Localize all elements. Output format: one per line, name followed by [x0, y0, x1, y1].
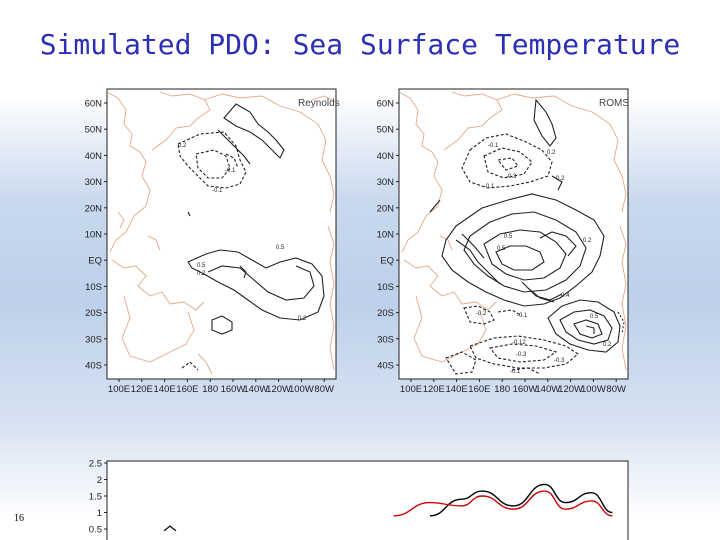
y-tick-label: 1 [97, 508, 102, 519]
reynolds-contours [177, 103, 325, 371]
lon-tick-label: 160W [221, 384, 246, 395]
roms-map-frame [398, 88, 629, 380]
lon-tick-label: 160W [513, 384, 538, 395]
slide-title: Simulated PDO: Sea Surface Temperature [39, 28, 681, 61]
series-line [393, 490, 613, 517]
reynolds-contour-label: -0.1 [212, 188, 223, 194]
lon-tick-label: 80W [314, 384, 334, 395]
reynolds-contour-labels: 0.2 -0.1 -0.1 0.5 0.5 0.2 0.2 [178, 143, 307, 322]
reynolds-contour-label: 0.2 [178, 143, 187, 149]
roms-contour-label: 0.5 [497, 246, 506, 252]
y-tick-label: 2 [97, 475, 102, 486]
lat-tick-label: 20S [377, 308, 394, 319]
roms-contour-label: 0.2 [603, 342, 612, 348]
reynolds-map-panel: 0.2 -0.1 -0.1 0.5 0.5 0.2 0.2 Reynolds 6… [85, 88, 340, 396]
roms-contour-label: 0.5 [590, 314, 599, 320]
lat-tick-label: EQ [88, 256, 102, 267]
roms-contour-label: -0.3 [516, 352, 527, 358]
lon-tick-label: 100W [581, 384, 606, 395]
lon-tick-label: 120E [131, 384, 153, 395]
roms-contour-label: -0.1 [517, 313, 528, 319]
roms-contours [429, 98, 625, 375]
roms-contour-label: 0.4 [561, 293, 570, 299]
reynolds-contour-label: 0.5 [276, 245, 285, 251]
roms-panel-label: ROMS [599, 98, 629, 109]
y-tick-label: 2.5 [89, 459, 102, 470]
roms-axis-ticks: 60N 50N 40N 30N 20N 10N EQ 10S 20S 30S 40S 100E 120E… [377, 99, 626, 396]
lon-tick-label: 160E [468, 384, 490, 395]
lat-tick-label: 10S [85, 282, 102, 293]
roms-contour-label: -0.3 [554, 358, 565, 364]
reynolds-contour-label: 0.2 [298, 316, 307, 322]
reynolds-contour-label: 0.5 [197, 263, 206, 269]
lat-tick-label: 10N [85, 230, 103, 241]
lat-tick-label: 60N [377, 99, 395, 110]
lon-tick-label: 80W [606, 384, 626, 395]
lat-tick-label: 10N [377, 230, 395, 241]
timeseries-y-ticks: 2.5 2 1.5 1 0.5 [89, 459, 107, 536]
reynolds-axis-ticks: 60N 50N 40N 30N 20N 10N EQ 10S 20S 30S 40S 100E 120E… [85, 99, 334, 396]
roms-contour-label: 0.2 [556, 176, 565, 182]
reynolds-contour-label: 0.2 [197, 271, 206, 277]
lat-tick-label: 20N [377, 203, 395, 214]
lon-tick-label: 140W [535, 384, 560, 395]
roms-contour-label: -0.12 [512, 340, 526, 346]
lat-tick-label: 10S [377, 282, 394, 293]
reynolds-contour-label: -0.1 [225, 168, 236, 174]
lat-tick-label: 50N [85, 125, 103, 136]
lon-tick-label: 120E [423, 384, 445, 395]
lat-tick-label: 20S [85, 308, 102, 319]
timeseries-lines [393, 483, 613, 517]
reynolds-coastlines [107, 91, 336, 375]
lon-tick-label: 100W [289, 384, 314, 395]
lat-tick-label: 30N [85, 177, 103, 188]
lat-tick-label: 20N [85, 203, 103, 214]
lat-tick-label: 50N [377, 125, 395, 136]
lon-tick-label: 140W [243, 384, 268, 395]
reynolds-map-frame [106, 88, 337, 380]
lat-tick-label: 40N [85, 151, 103, 162]
y-tick-label: 1.5 [89, 492, 102, 503]
lat-tick-label: EQ [380, 256, 394, 267]
lon-tick-label: 160E [176, 384, 198, 395]
roms-contour-label: -0.1 [510, 369, 521, 375]
lat-tick-label: 30S [85, 334, 102, 345]
lon-tick-label: 180 [202, 384, 218, 395]
lon-tick-label: 100E [108, 384, 130, 395]
roms-contour-label: -0.3 [506, 174, 517, 180]
lat-tick-label: 40S [85, 361, 102, 372]
roms-contour-label: 0.2 [547, 150, 556, 156]
lon-tick-label: 100E [400, 384, 422, 395]
page-number: 16 [14, 513, 24, 524]
roms-coastlines [399, 91, 627, 371]
lat-tick-label: 30N [377, 177, 395, 188]
lon-tick-label: 120W [558, 384, 583, 395]
reynolds-panel-label: Reynolds [298, 98, 340, 109]
series-line [429, 483, 613, 517]
roms-contour-label: 0.2 [583, 238, 592, 244]
y-tick-label: 0.5 [89, 525, 102, 536]
lat-tick-label: 60N [85, 99, 103, 110]
timeseries-frame [106, 460, 629, 540]
lon-tick-label: 140E [446, 384, 468, 395]
timeseries-fragment [163, 525, 177, 531]
lon-tick-label: 180 [494, 384, 510, 395]
roms-contour-label: 0.5 [504, 234, 513, 240]
lat-tick-label: 40N [377, 151, 395, 162]
roms-contour-label: -0.1 [488, 143, 499, 149]
roms-contour-label: -0.1 [484, 184, 495, 190]
lon-tick-label: 120W [266, 384, 291, 395]
roms-contour-label: -0.2 [476, 311, 487, 317]
lat-tick-label: 30S [377, 334, 394, 345]
roms-map-panel: 0.2 -0.1 -0.3 -0.1 0.2 0.5 0.5 0.2 0.4 -… [377, 88, 629, 396]
pdo-timeseries-panel: 2.5 2 1.5 1 0.5 [89, 459, 629, 540]
roms-contour-labels: 0.2 -0.1 -0.3 -0.1 0.2 0.5 0.5 0.2 0.4 -… [476, 143, 612, 375]
lat-tick-label: 40S [377, 361, 394, 372]
lon-tick-label: 140E [154, 384, 176, 395]
